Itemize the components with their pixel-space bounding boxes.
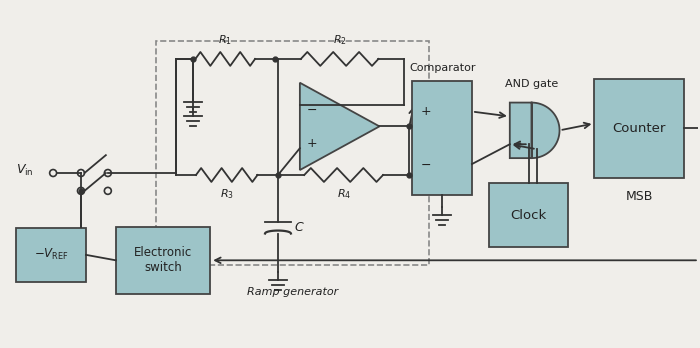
Text: $-V_{\mathrm{REF}}$: $-V_{\mathrm{REF}}$ (34, 247, 69, 262)
Bar (489, 183, 568, 247)
Text: $-$: $-$ (306, 102, 317, 116)
Text: $R_1$: $R_1$ (218, 33, 232, 47)
Text: $-$: $-$ (420, 158, 431, 171)
Text: Counter: Counter (612, 122, 666, 135)
Text: Clock: Clock (510, 209, 547, 222)
Text: Ramp generator: Ramp generator (247, 287, 338, 297)
Bar (412, 81, 472, 195)
Text: MSB: MSB (625, 190, 653, 203)
Bar (594, 79, 684, 178)
Text: $+$: $+$ (420, 105, 431, 118)
Text: $R_4$: $R_4$ (337, 187, 351, 201)
Polygon shape (510, 103, 559, 158)
Text: Comparator: Comparator (409, 63, 475, 73)
Text: $R_3$: $R_3$ (220, 187, 234, 201)
Text: AND gate: AND gate (505, 79, 559, 89)
Text: $C$: $C$ (294, 221, 304, 234)
Text: $R_2$: $R_2$ (332, 33, 346, 47)
Bar (116, 227, 210, 294)
Bar (155, 41, 429, 265)
Polygon shape (300, 83, 379, 170)
Bar (16, 228, 86, 282)
Text: $V_{\mathrm{in}}$: $V_{\mathrm{in}}$ (16, 163, 34, 177)
Text: Electronic
switch: Electronic switch (134, 246, 192, 274)
Text: $+$: $+$ (306, 137, 317, 150)
